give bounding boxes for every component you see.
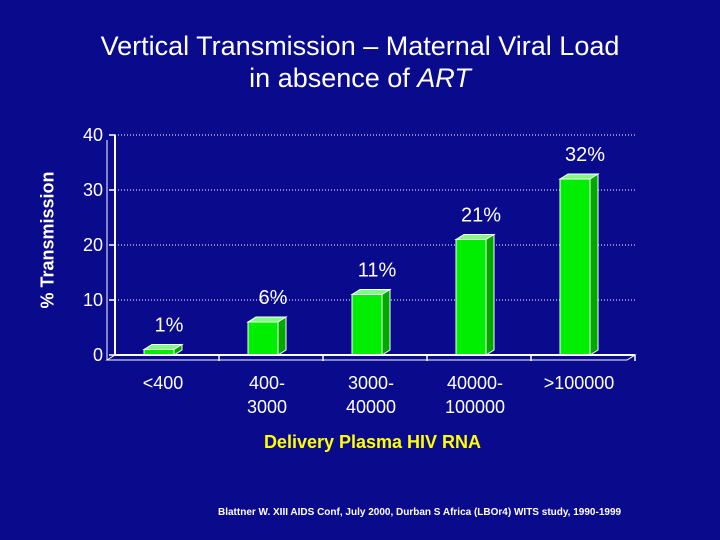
x-axis-label: Delivery Plasma HIV RNA bbox=[263, 432, 482, 452]
x-tick-label: 100000 bbox=[445, 397, 505, 417]
y-tick-label: 10 bbox=[83, 290, 103, 310]
chart-title: Vertical Transmission – Maternal Viral L… bbox=[0, 30, 720, 94]
x-tick-label: 400- bbox=[249, 373, 285, 393]
x-tick-label: <400 bbox=[143, 373, 184, 393]
chart-title-line2-italic: ART bbox=[417, 63, 471, 93]
bar-side-face bbox=[277, 316, 287, 356]
chart-title-line2: in absence of ART bbox=[0, 62, 720, 94]
y-tick-label: 20 bbox=[83, 235, 103, 255]
data-label: 1% bbox=[155, 315, 184, 337]
data-label: 32% bbox=[565, 144, 605, 166]
bar-side-face bbox=[173, 343, 183, 356]
bar bbox=[247, 321, 279, 356]
chart-title-line2-prefix: in absence of bbox=[249, 63, 418, 93]
bar-side-face bbox=[589, 173, 599, 356]
source-note: Blattner W. XIII AIDS Conf, July 2000, D… bbox=[218, 507, 622, 518]
x-tick-label: >100000 bbox=[544, 373, 615, 393]
y-tick-label: 30 bbox=[83, 180, 103, 200]
x-tick-label: 40000 bbox=[346, 397, 396, 417]
x-tick-label: 40000- bbox=[447, 373, 503, 393]
bar-side-face bbox=[381, 288, 391, 356]
y-tick-label: 40 bbox=[83, 125, 103, 145]
y-tick-label: 0 bbox=[93, 345, 103, 365]
bar bbox=[559, 178, 591, 356]
bar bbox=[455, 239, 487, 356]
data-label: 21% bbox=[461, 205, 501, 227]
bar-side-face bbox=[485, 233, 495, 356]
bar bbox=[351, 294, 383, 356]
x-tick-label: 3000- bbox=[348, 373, 394, 393]
data-label: 6% bbox=[259, 287, 288, 309]
x-tick-label: 3000 bbox=[247, 397, 287, 417]
data-label: 11% bbox=[358, 260, 397, 282]
chart-title-line1: Vertical Transmission – Maternal Viral L… bbox=[100, 31, 620, 61]
